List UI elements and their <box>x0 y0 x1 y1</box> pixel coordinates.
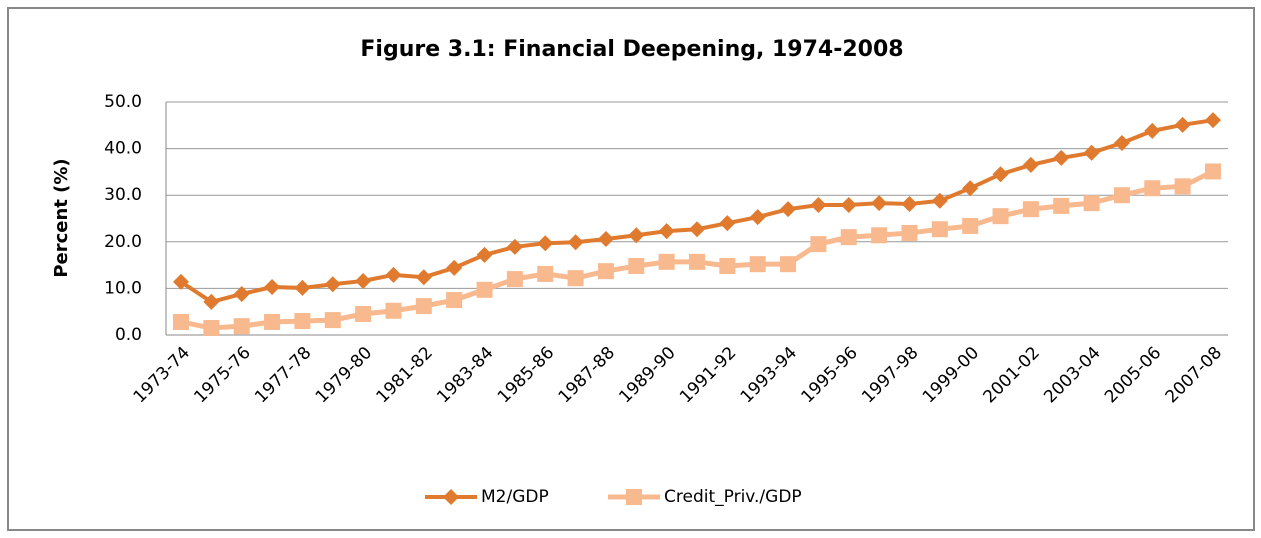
point <box>203 293 220 310</box>
point <box>567 234 584 251</box>
point <box>203 320 220 337</box>
point <box>719 258 736 275</box>
point <box>901 196 918 213</box>
point <box>780 256 797 273</box>
point <box>931 192 948 209</box>
point <box>506 271 523 288</box>
y-tick-label: 30.0 <box>104 185 142 205</box>
point <box>324 276 341 293</box>
point <box>840 229 857 246</box>
point <box>992 166 1009 183</box>
point <box>962 217 979 234</box>
point <box>537 235 554 252</box>
point <box>506 238 523 255</box>
point <box>1144 180 1161 197</box>
y-tick-label: 0.0 <box>115 325 142 345</box>
point <box>689 253 705 270</box>
point <box>1113 135 1130 152</box>
y-tick-label: 20.0 <box>104 232 142 252</box>
point <box>1053 149 1070 166</box>
point <box>780 201 797 218</box>
point <box>355 272 372 289</box>
point <box>689 221 705 238</box>
point <box>385 266 402 283</box>
point <box>931 221 948 238</box>
point <box>567 270 584 287</box>
point <box>264 313 281 330</box>
point <box>1083 144 1100 161</box>
point <box>658 253 675 270</box>
point <box>324 312 341 329</box>
point <box>1205 112 1221 129</box>
point <box>719 215 736 232</box>
point <box>1083 195 1100 212</box>
point <box>628 227 645 244</box>
point <box>658 223 675 240</box>
point <box>1113 187 1130 204</box>
point <box>415 269 432 286</box>
point <box>992 208 1009 225</box>
legend-marker <box>443 489 459 505</box>
point <box>264 279 281 296</box>
point <box>1022 156 1039 173</box>
legend-label: M2/GDP <box>481 487 549 507</box>
point <box>749 209 766 226</box>
point <box>415 298 432 315</box>
point <box>628 258 645 275</box>
point <box>1144 122 1161 139</box>
point <box>840 196 857 213</box>
point <box>233 285 250 302</box>
point <box>1022 201 1039 218</box>
point <box>871 195 888 212</box>
point <box>233 318 250 335</box>
point <box>173 313 189 330</box>
point <box>749 256 766 273</box>
point <box>476 246 493 263</box>
point <box>294 279 311 296</box>
point <box>355 306 372 323</box>
point <box>1174 178 1191 195</box>
point <box>1053 197 1070 214</box>
point <box>294 313 311 330</box>
point <box>597 231 614 248</box>
y-axis-label: Percent (%) <box>51 158 72 277</box>
point <box>476 281 493 298</box>
legend-label: Credit_Priv./GDP <box>664 487 802 507</box>
point <box>901 224 918 241</box>
chart-title: Figure 3.1: Financial Deepening, 1974-20… <box>360 37 903 62</box>
legend-marker <box>626 489 642 505</box>
point <box>1205 163 1221 180</box>
point <box>446 259 463 276</box>
y-tick-label: 10.0 <box>104 278 142 298</box>
point <box>810 196 827 213</box>
point <box>1174 116 1191 133</box>
point <box>962 180 979 197</box>
point <box>385 302 402 319</box>
point <box>597 263 614 280</box>
point <box>537 265 554 282</box>
y-tick-label: 40.0 <box>104 139 142 159</box>
point <box>173 273 189 290</box>
point <box>446 292 463 309</box>
point <box>871 227 888 244</box>
point <box>810 236 827 253</box>
y-tick-label: 50.0 <box>104 92 142 112</box>
